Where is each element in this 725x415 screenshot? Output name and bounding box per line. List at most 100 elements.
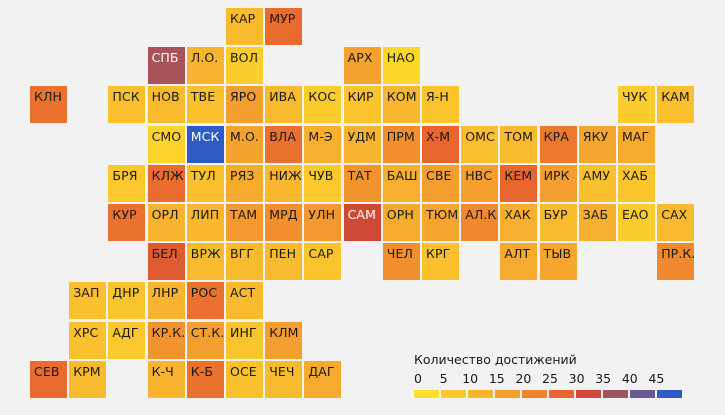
region-tile: МУР xyxy=(265,8,303,45)
legend-tick-label: 25 xyxy=(542,371,558,386)
region-tile: ЗАБ xyxy=(578,204,616,241)
region-tile: ПЕН xyxy=(265,243,303,281)
region-tile: РЯЗ xyxy=(226,164,263,202)
region-tile: К-Б xyxy=(186,360,224,398)
legend-tick-label: 45 xyxy=(648,371,665,386)
region-tile: КАР xyxy=(226,8,263,45)
region-tile: КРА xyxy=(539,125,577,163)
region-tile: ДАГ xyxy=(304,360,342,398)
region-tile: КЕМ xyxy=(500,164,538,202)
region-tile: ТЮМ xyxy=(422,204,459,241)
region-tile: КАМ xyxy=(657,86,695,124)
region-tile: АЛТ xyxy=(500,243,538,281)
region-tile: ЛНР xyxy=(147,282,185,320)
region-tile: КУР xyxy=(108,204,146,241)
legend-swatch xyxy=(441,390,466,398)
legend-swatch xyxy=(522,390,547,398)
region-tile: Я-Н xyxy=(422,86,459,124)
region-tile: СМО xyxy=(147,125,185,163)
region-tile: НОВ xyxy=(147,86,185,124)
region-tile: ТОМ xyxy=(500,125,538,163)
legend-swatch xyxy=(495,390,520,398)
region-tile: ОРН xyxy=(382,204,420,241)
region-tile: СЕВ xyxy=(30,360,67,398)
region-tile: ЯКУ xyxy=(578,125,616,163)
region-tile: ЧЕЧ xyxy=(265,360,303,398)
region-tile: ХРС xyxy=(69,321,107,359)
legend-swatch xyxy=(414,390,439,398)
region-tile: Л.О. xyxy=(186,47,224,85)
region-tile: ЧЕЛ xyxy=(382,243,420,281)
region-tile: ТВЕ xyxy=(186,86,224,124)
region-tile: БРЯ xyxy=(108,164,146,202)
region-tile: НАО xyxy=(382,47,420,85)
legend-tick-label: 10 xyxy=(462,371,479,386)
region-tile: ДНР xyxy=(108,282,146,320)
legend-swatch xyxy=(630,390,655,398)
region-tile: ВРЖ xyxy=(186,243,224,281)
region-tile: РОС xyxy=(186,282,224,320)
region-tile: ЯРО xyxy=(226,86,263,124)
region-tile: СВЕ xyxy=(422,164,459,202)
region-tile: ТУЛ xyxy=(186,164,224,202)
region-tile: ИРК xyxy=(539,164,577,202)
region-tile: КР.К. xyxy=(147,321,185,359)
region-tile: САМ xyxy=(343,204,381,241)
region-tile: ОРЛ xyxy=(147,204,185,241)
region-tile: ПРМ xyxy=(382,125,420,163)
region-tile: МСК xyxy=(186,125,224,163)
region-tile: КРМ xyxy=(69,360,107,398)
region-tile: АМУ xyxy=(578,164,616,202)
region-tile: БЕЛ xyxy=(147,243,185,281)
region-tile: НВС xyxy=(461,164,499,202)
legend-tick-label: 0 xyxy=(414,371,422,386)
legend: Количество достижений 0 5 10 15 20 25 30 35 40 45 xyxy=(414,352,694,402)
region-tile: ПР.К. xyxy=(657,243,695,281)
region-tile: КОС xyxy=(304,86,342,124)
region-tile: АДГ xyxy=(108,321,146,359)
region-tile: ТАМ xyxy=(226,204,263,241)
region-tile: К-Ч xyxy=(147,360,185,398)
region-tile: КЛМ xyxy=(265,321,303,359)
region-tile: ВГГ xyxy=(226,243,263,281)
region-tile: М-Э xyxy=(304,125,342,163)
region-tile: СТ.К. xyxy=(186,321,224,359)
legend-swatch xyxy=(468,390,493,398)
region-tile: ВОЛ xyxy=(226,47,263,85)
region-tile: КОМ xyxy=(382,86,420,124)
region-tile: МАГ xyxy=(618,125,655,163)
legend-swatch xyxy=(549,390,574,398)
legend-tick-label: 30 xyxy=(568,371,585,386)
legend-tick-label: 15 xyxy=(488,371,505,386)
region-tile: ПСК xyxy=(108,86,146,124)
legend-swatch xyxy=(603,390,628,398)
region-tile: АСТ xyxy=(226,282,263,320)
region-tile: ХАБ xyxy=(618,164,655,202)
region-tile: БУР xyxy=(539,204,577,241)
region-tile: ОМС xyxy=(461,125,499,163)
region-tile: ВЛА xyxy=(265,125,303,163)
region-tile: ЧУВ xyxy=(304,164,342,202)
region-tile: КРГ xyxy=(422,243,459,281)
region-tile: М.О. xyxy=(226,125,263,163)
region-tile: АРХ xyxy=(343,47,381,85)
legend-tick-label: 35 xyxy=(595,371,612,386)
region-tile: НИЖ xyxy=(265,164,303,202)
region-tile: МРД xyxy=(265,204,303,241)
region-tile: БАШ xyxy=(382,164,420,202)
region-tile: ЛИП xyxy=(186,204,224,241)
region-tile: СПБ xyxy=(147,47,185,85)
region-tile: УЛН xyxy=(304,204,342,241)
region-tile: САР xyxy=(304,243,342,281)
region-tile: АЛ.К. xyxy=(461,204,499,241)
region-tile: ХАК xyxy=(500,204,538,241)
region-tile: САХ xyxy=(657,204,695,241)
region-tile: ТЫВ xyxy=(539,243,577,281)
legend-tick-label: 5 xyxy=(439,371,448,386)
legend-swatch xyxy=(657,390,682,398)
region-tile: ИВА xyxy=(265,86,303,124)
region-tile: КЛЖ xyxy=(147,164,185,202)
region-tile: ТАТ xyxy=(343,164,381,202)
region-tile: Х-М xyxy=(422,125,459,163)
region-tile: ИНГ xyxy=(226,321,263,359)
